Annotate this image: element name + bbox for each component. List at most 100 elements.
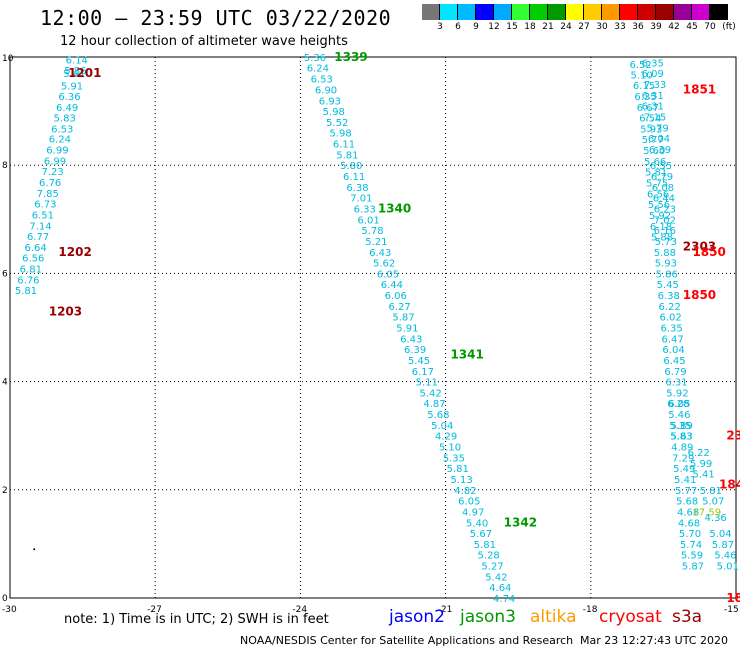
wave-height-value: 6.54: [639, 114, 661, 125]
wave-height-value: 6.76: [17, 275, 39, 286]
wave-height-value: 5.68: [676, 497, 698, 508]
wave-height-value: 6.64: [25, 243, 47, 254]
wave-height-value: 5.81: [336, 150, 358, 161]
wave-height-value: 6.53: [51, 124, 73, 135]
satellite-cryosat: cryosat: [599, 607, 662, 627]
scale-label: 70: [704, 22, 716, 32]
wave-height-value: 5.98: [329, 129, 351, 140]
wave-height-value: 6.35: [642, 58, 664, 69]
wave-height-value: 5.36: [304, 53, 326, 64]
wave-height-value: 6.11: [343, 172, 365, 183]
wave-height-value: 5.04: [431, 421, 453, 432]
wave-height-value: 5.91: [396, 324, 418, 335]
y-tick-label: 4: [2, 378, 8, 388]
wave-height-value: 5.93: [655, 259, 677, 270]
wave-height-value: 5.80: [340, 161, 362, 172]
y-tick-label: 8: [2, 161, 8, 171]
wave-height-value: 5.35: [669, 421, 691, 432]
wave-height-value: 4.87: [423, 399, 445, 410]
wave-height-value: 5.73: [655, 237, 677, 248]
wave-height-value: 5.40: [466, 518, 488, 529]
satellite-jason3: jason3: [460, 607, 516, 627]
wave-height-value: 5.89: [671, 421, 693, 432]
wave-height-value: 6.67: [637, 103, 659, 114]
wave-height-value: 4.74: [493, 594, 515, 605]
wave-height-value: 5.59: [681, 551, 703, 562]
wave-height-value: 6.05: [668, 399, 690, 410]
pass-time-label: 1203: [49, 304, 82, 318]
wave-height-value: 7.01: [350, 194, 372, 205]
plot-frame: [9, 56, 737, 599]
scale-label: 9: [473, 22, 479, 32]
wave-height-value: 6.47: [661, 334, 683, 345]
wave-height-value: 5.74: [680, 540, 702, 551]
wave-height-value: 5.92: [666, 388, 688, 399]
wave-height-value: 5.21: [365, 237, 387, 248]
wave-height-value: 6.27: [388, 302, 410, 313]
wave-height-value: 6.38: [658, 291, 680, 302]
scale-label: 6: [455, 22, 461, 32]
scale-swatch: [656, 4, 674, 20]
scale-swatch: [602, 4, 620, 20]
wave-height-value: 4.68: [678, 518, 700, 529]
scale-label: 15: [506, 22, 518, 32]
wave-height-value: 6.28: [667, 399, 689, 410]
wave-height-value: 5.45: [408, 356, 430, 367]
wave-height-value: 6.56: [647, 189, 669, 200]
wave-height-value: 5.28: [478, 551, 500, 562]
wave-height-value: 5.52: [326, 118, 348, 129]
wave-height-value: 5.41: [674, 475, 696, 486]
wave-height-value: 6.05: [458, 497, 480, 508]
pass-time-label: 1202: [58, 245, 91, 259]
wave-height-value: 6.79: [664, 367, 686, 378]
pass-time-label: 184: [719, 477, 740, 491]
wave-height-value: 6.14: [66, 56, 88, 67]
scale-swatch: [584, 4, 602, 20]
scale-unit-label: (ft): [722, 22, 736, 32]
wave-height-value: 6.05: [377, 269, 399, 280]
wave-height-value: 5.46: [668, 410, 690, 421]
wave-height-value: 5.01: [717, 562, 739, 573]
scale-label: 36: [632, 22, 644, 32]
wave-height-value: 6.56: [22, 254, 44, 265]
wave-height-value: 5.77: [642, 135, 664, 146]
scale-label: 12: [488, 22, 500, 32]
wave-height-value: 6.22: [659, 302, 681, 313]
wave-height-value: 5.77: [675, 486, 697, 497]
wave-height-value: 6.76: [39, 178, 61, 189]
footer-credit: NOAA/NESDIS Center for Satellite Applica…: [240, 634, 574, 647]
wave-height-value: 5.79: [646, 123, 668, 134]
wave-height-value: 6.33: [354, 204, 376, 215]
wave-height-value: 5.46: [714, 551, 736, 562]
wave-height-value: 6.31: [642, 91, 664, 102]
wave-height-value: 4.29: [435, 432, 457, 443]
wave-height-value: 5.56: [648, 200, 670, 211]
pass-time-label: 1339: [334, 50, 367, 64]
wave-height-value: 5.45: [657, 280, 679, 291]
wave-height-value: 5.42: [485, 572, 507, 583]
wave-height-value: 6.79: [651, 172, 673, 183]
wave-height-value: 6.51: [32, 210, 54, 221]
y-tick-label: 2: [2, 486, 8, 496]
data-point: [33, 548, 36, 551]
wave-height-value: 6.44: [653, 194, 675, 205]
scale-swatch: [638, 4, 656, 20]
wave-height-value: 6.73: [34, 200, 56, 211]
x-tick-label: -21: [438, 605, 453, 615]
wave-height-value: 5.04: [709, 529, 731, 540]
wave-height-value: 4.82: [454, 486, 476, 497]
pass-time-label: 1342: [504, 515, 537, 529]
scale-label: 42: [668, 22, 680, 32]
chart-subtitle: 12 hour collection of altimeter wave hei…: [60, 34, 348, 49]
scale-label: 30: [596, 22, 608, 32]
scale-swatch: [620, 4, 638, 20]
wave-height-value: 5.70: [679, 529, 701, 540]
wave-height-value: 6.43: [400, 334, 422, 345]
wave-height-value: 5.86: [656, 269, 678, 280]
wave-height-value: 6.93: [319, 96, 341, 107]
wave-height-value: 6.39: [649, 145, 671, 156]
wave-height-value: 6.18: [650, 222, 672, 233]
wave-height-value: 5.83: [54, 114, 76, 125]
wave-height-value: 5.67: [470, 529, 492, 540]
